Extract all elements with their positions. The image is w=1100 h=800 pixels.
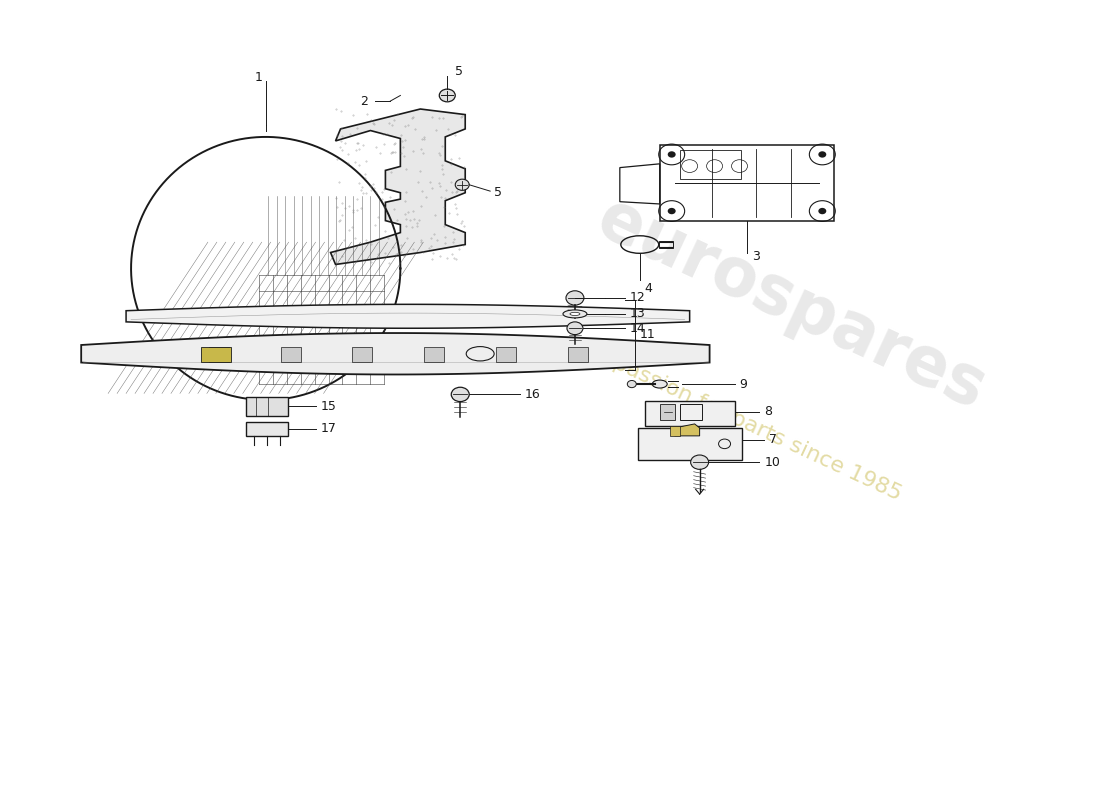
Text: 1: 1	[255, 70, 263, 84]
Ellipse shape	[627, 381, 636, 388]
Bar	[425, 347, 444, 362]
Bar	[245, 422, 288, 436]
Circle shape	[691, 455, 708, 470]
Bar	[660, 145, 834, 221]
Ellipse shape	[570, 312, 580, 315]
Bar	[496, 347, 516, 362]
Bar	[659, 242, 673, 248]
Polygon shape	[674, 424, 700, 436]
Bar	[209, 347, 229, 362]
Circle shape	[451, 387, 470, 402]
Text: 7: 7	[769, 434, 778, 446]
Circle shape	[439, 89, 455, 102]
Bar	[680, 150, 740, 179]
Text: 17: 17	[320, 422, 337, 435]
Polygon shape	[126, 304, 690, 328]
Circle shape	[818, 208, 826, 214]
Bar	[660, 404, 674, 420]
Bar	[352, 347, 373, 362]
Bar	[638, 428, 741, 460]
Text: 4: 4	[645, 282, 652, 295]
Text: 11: 11	[640, 328, 656, 341]
Text: 2: 2	[361, 94, 368, 107]
Circle shape	[668, 208, 675, 214]
Text: 8: 8	[764, 406, 772, 418]
Text: 13: 13	[630, 307, 646, 321]
Text: eurospares: eurospares	[586, 186, 997, 423]
Circle shape	[566, 290, 584, 305]
Text: 3: 3	[752, 250, 760, 263]
Text: a passion for parts since 1985: a passion for parts since 1985	[591, 344, 904, 504]
Circle shape	[566, 322, 583, 334]
Ellipse shape	[652, 380, 668, 388]
Text: 5: 5	[455, 65, 463, 78]
Bar	[201, 347, 231, 362]
Text: 16: 16	[525, 388, 541, 401]
Bar	[670, 426, 680, 436]
Text: 10: 10	[764, 456, 780, 469]
Polygon shape	[81, 333, 710, 374]
Circle shape	[818, 151, 826, 158]
Text: 14: 14	[630, 322, 646, 334]
Circle shape	[668, 151, 675, 158]
Bar	[568, 347, 587, 362]
Polygon shape	[331, 109, 465, 265]
Bar	[245, 397, 288, 416]
Ellipse shape	[563, 310, 587, 318]
Circle shape	[455, 179, 470, 190]
Bar	[645, 401, 735, 426]
Text: 15: 15	[320, 400, 337, 413]
Bar	[280, 347, 300, 362]
Text: 5: 5	[494, 186, 502, 199]
Bar	[680, 404, 702, 420]
Text: 9: 9	[739, 378, 747, 390]
Text: 12: 12	[630, 291, 646, 305]
